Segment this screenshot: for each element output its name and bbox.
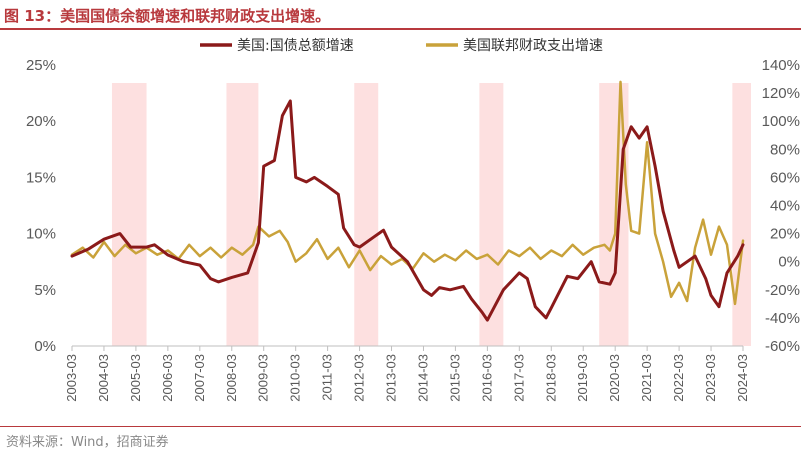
x-tick-label: 2004-03 bbox=[96, 354, 111, 402]
y-right-tick-label: -20% bbox=[765, 282, 800, 299]
shaded-period bbox=[354, 83, 379, 346]
x-tick-label: 2012-03 bbox=[352, 354, 367, 402]
x-tick-label: 2015-03 bbox=[447, 354, 462, 402]
x-tick-label: 2020-03 bbox=[607, 354, 622, 402]
y-left-tick-label: 0% bbox=[34, 338, 56, 355]
debt-growth-line bbox=[70, 99, 745, 322]
y-right-tick-label: 20% bbox=[770, 226, 800, 243]
y-right-tick-label: 120% bbox=[762, 85, 800, 102]
x-tick-label: 2022-03 bbox=[671, 354, 686, 402]
series-lines bbox=[70, 80, 745, 322]
footer-divider bbox=[0, 426, 801, 427]
shaded-period bbox=[226, 83, 259, 346]
chart-axes: 0% 5% 10% 15% 20% 25% -60% -40% -20% 0% 20% 40% 60% 8… bbox=[26, 57, 800, 402]
y-right-tick-label: 140% bbox=[762, 57, 800, 74]
x-tick-label: 2019-03 bbox=[575, 354, 590, 402]
x-tick-label: 2008-03 bbox=[224, 354, 239, 402]
y-left-tick-label: 15% bbox=[26, 169, 56, 186]
y-right-tick-label: 0% bbox=[778, 254, 800, 271]
y-left-tick-label: 20% bbox=[26, 113, 56, 130]
legend-label-debt: 美国:国债总额增速 bbox=[237, 38, 354, 54]
spending-growth-line bbox=[70, 80, 745, 306]
y-right-tick-label: 60% bbox=[770, 169, 800, 186]
x-tick-label: 2017-03 bbox=[511, 354, 526, 402]
shaded-period bbox=[111, 83, 147, 346]
y-left-tick-label: 25% bbox=[26, 57, 56, 74]
x-tick-label: 2007-03 bbox=[192, 354, 207, 402]
shaded-period bbox=[479, 83, 504, 346]
source-note: 资料来源：Wind，招商证券 bbox=[6, 435, 169, 450]
shaded-period bbox=[599, 83, 629, 346]
y-right-tick-label: -40% bbox=[765, 310, 800, 327]
x-tick-label: 2011-03 bbox=[320, 354, 335, 401]
y-right-tick-label: -60% bbox=[765, 338, 800, 355]
shaded-periods bbox=[111, 83, 751, 346]
x-tick-label: 2013-03 bbox=[384, 354, 399, 402]
x-tick-label: 2018-03 bbox=[543, 354, 558, 402]
y-right-tick-label: 80% bbox=[770, 141, 800, 158]
title-divider bbox=[0, 28, 801, 30]
y-right-tick-label: 40% bbox=[770, 198, 800, 215]
figure-title: 图 13：美国国债余额增速和联邦财政支出增速。 bbox=[4, 7, 331, 25]
x-tick-label: 2023-03 bbox=[703, 354, 718, 402]
x-tick-label: 2024-03 bbox=[735, 354, 750, 402]
x-tick-label: 2003-03 bbox=[64, 354, 79, 402]
x-tick-label: 2006-03 bbox=[160, 354, 175, 402]
chart-legend: 美国:国债总额增速 美国联邦财政支出增速 bbox=[200, 38, 603, 54]
y-left-tick-label: 10% bbox=[26, 226, 56, 243]
x-tick-label: 2010-03 bbox=[288, 354, 303, 402]
shaded-period bbox=[732, 83, 751, 346]
y-right-tick-label: 100% bbox=[762, 113, 800, 130]
x-tick-label: 2005-03 bbox=[128, 354, 143, 402]
x-tick-label: 2021-03 bbox=[639, 354, 654, 402]
x-tick-label: 2009-03 bbox=[256, 354, 271, 402]
legend-label-spending: 美国联邦财政支出增速 bbox=[463, 38, 603, 54]
y-left-tick-label: 5% bbox=[34, 282, 56, 299]
x-tick-label: 2014-03 bbox=[415, 354, 430, 402]
x-tick-label: 2016-03 bbox=[479, 354, 494, 402]
